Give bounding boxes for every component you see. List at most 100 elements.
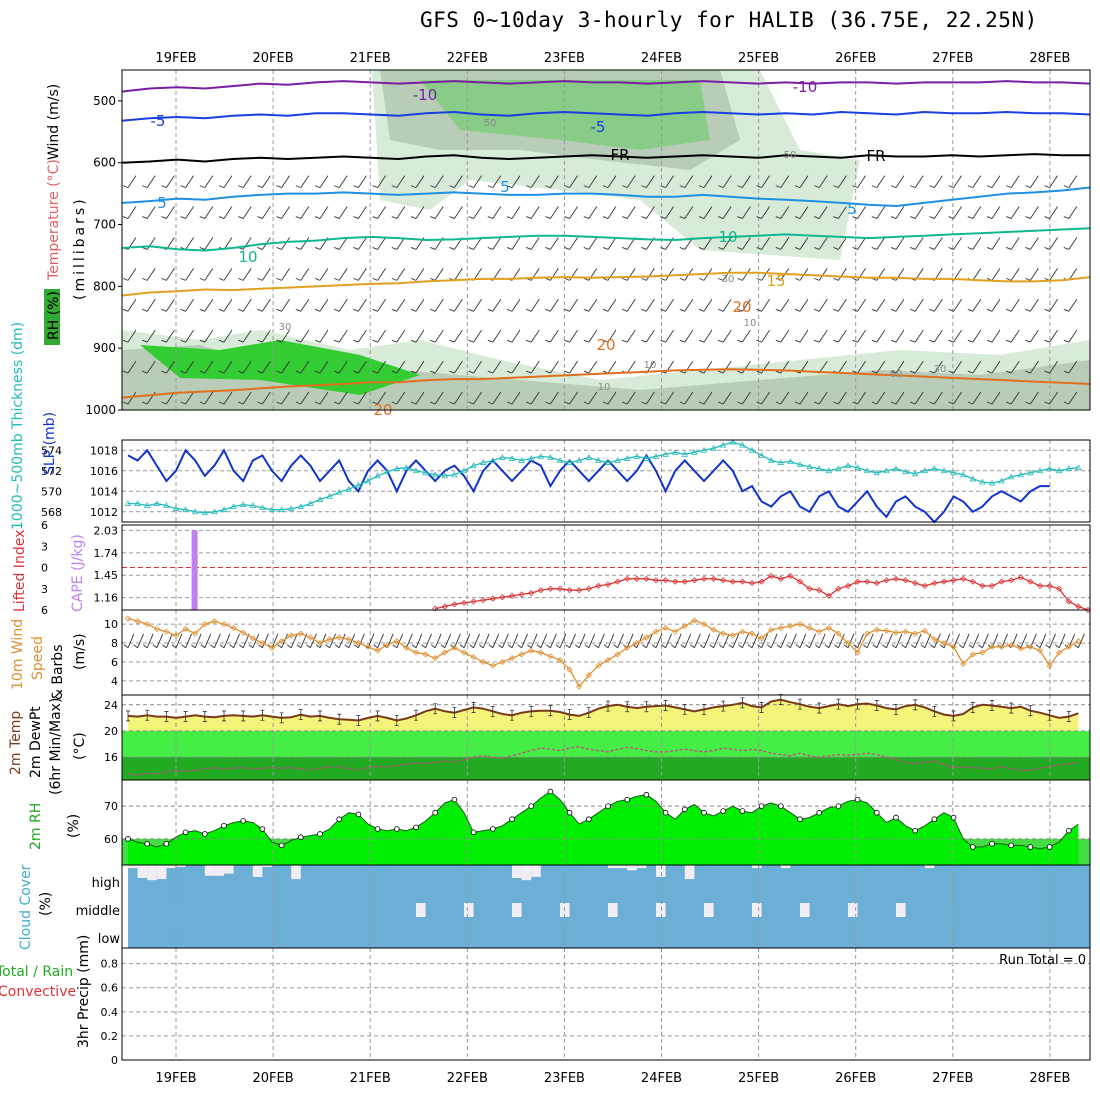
thickness-point [268,506,276,513]
wind10-point [854,649,861,656]
rh2m-ylabel: 2m RH [28,803,44,850]
wind10-barb [526,633,538,649]
date-label-top: 21FEB [350,51,391,66]
wind-barb [391,299,406,312]
wind-barb [487,206,502,219]
rh2m-point [278,842,285,849]
wind-barb [622,299,636,312]
wind10-barb [306,633,317,649]
wind-barb [218,299,233,312]
wind10-barb [642,633,653,649]
wind-barb [449,329,463,343]
wind-barb [871,237,886,250]
li-point [528,589,535,597]
ylabel-thickness: 1000~500mb Thickness (dm) [10,322,26,530]
ylabel-cloud: Cloud Cover [18,864,34,950]
wind-barb [1006,175,1020,189]
wind10-point [864,630,871,637]
precip-ylabel: 3hr Precip (mm) [76,935,92,1048]
temp-errorbar [625,701,630,713]
cloud-ylabel: Cloud Cover [18,864,34,950]
cloud-ylabel2: (%) [38,892,54,916]
thickness-point [153,500,160,506]
rh2m-point [950,814,957,821]
wind-barb [199,237,214,250]
wind10-barb [901,633,913,649]
wind10-point [672,628,679,635]
temp-errorbar [606,700,610,712]
temp-ylabel: 2m Temp [8,711,24,775]
wind-barb [391,237,406,250]
wind10-point [912,630,919,637]
li-point [672,578,679,585]
li-point [451,601,458,608]
li-point [470,598,477,605]
temp-errorbar [183,711,188,722]
temp-errorbar [548,705,553,717]
temp-ylabel4: (°C) [72,732,88,760]
wind-barb [775,206,790,219]
wind-barb [737,329,751,343]
wind10-barb [565,633,577,649]
wind-barb [602,299,617,312]
wind10-point [537,649,544,656]
temp-errorbar [1009,702,1014,714]
wind10-point [124,615,132,622]
cape-tick-label: 1.74 [94,547,119,560]
thickness-point [979,478,986,485]
wind-barb [545,360,559,374]
date-label-bottom: 21FEB [350,1071,391,1086]
date-label-bottom: 24FEB [641,1071,682,1086]
wind-barb [814,391,828,405]
li-point [614,578,621,585]
thickness-point [432,471,439,478]
wind-barb [1025,175,1039,189]
thickness-point [816,465,823,472]
wind10-point [979,649,986,656]
date-label-top: 27FEB [932,51,973,66]
thickness-point [700,446,708,453]
wind-barb [372,360,386,374]
rh2m-point [989,840,995,847]
ytick-label-upper: 800 [93,279,116,293]
wind10-barb [546,633,557,649]
rh2m-point [163,840,170,847]
wind-barb [737,391,751,405]
wind-barb [142,329,156,343]
wind-barb [890,299,905,312]
wind-barb [218,175,233,189]
wind-barb [698,360,713,374]
wind10-point [662,624,669,632]
wind10-point [700,621,708,628]
wind10-point [969,651,976,658]
wind-barb [910,206,924,219]
wind10-point [412,649,420,656]
wind-barb [276,206,290,219]
rh-contour-label: 50 [784,150,797,161]
thickness-point [412,467,420,474]
li-point [489,595,496,602]
temp-errorbar [510,709,514,721]
temp-errorbar [1047,709,1052,721]
wind10-point [796,621,804,628]
li-point [787,572,794,580]
date-label-top: 23FEB [544,51,585,66]
wind-barb [276,391,290,405]
thickness-point [950,469,957,476]
wind-barb [142,299,156,312]
temp-errorbar [222,710,226,722]
wind-barb [756,175,770,189]
wind-barb [679,175,694,189]
wind-barb [1063,237,1078,250]
wind-barb [468,329,482,343]
wind10-point [950,643,957,650]
li-point [566,587,573,594]
wind-barb [295,206,310,219]
wind-barb [737,268,751,281]
precip-frame [121,947,1091,1061]
ylabel-li: Lifted Index [12,530,28,612]
thickness-point [624,455,631,461]
wind-barb [506,360,521,374]
thickness-point [230,503,237,510]
li-point [499,594,506,601]
